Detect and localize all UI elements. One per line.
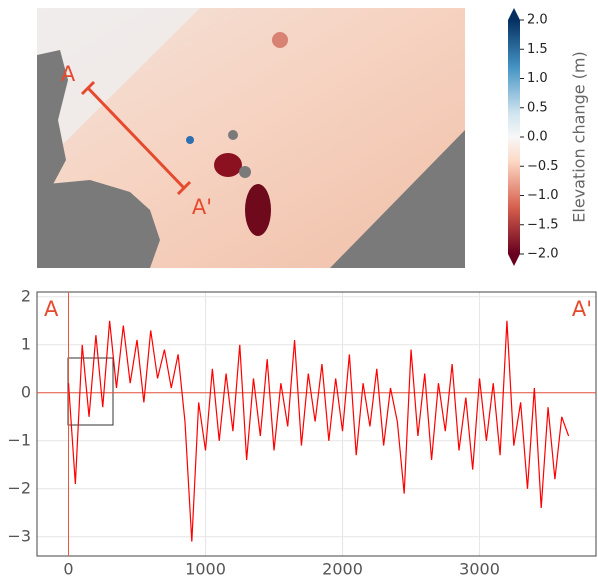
inset-box xyxy=(67,357,114,426)
colorbar-tick-label: −0.5 xyxy=(527,159,559,174)
y-tick-label: −3 xyxy=(7,526,31,545)
y-tick-label: 0 xyxy=(21,382,31,401)
x-tick-label: 1000 xyxy=(185,560,226,578)
colorbar-label: Elevation change (m) xyxy=(570,51,589,222)
plot-frame xyxy=(36,291,597,557)
plot-annotation: A' xyxy=(572,297,592,321)
x-tick-label: 3000 xyxy=(459,560,500,578)
colorbar-tick-label: 2.0 xyxy=(527,13,548,28)
colorbar-tick-label: −1.5 xyxy=(527,217,559,232)
y-tick-label: −1 xyxy=(7,430,31,449)
x-tick-label: 2000 xyxy=(322,560,363,578)
colorbar xyxy=(508,8,520,266)
y-tick-label: 2 xyxy=(21,286,31,305)
colorbar-tick-label: 1.0 xyxy=(527,71,548,86)
x-tick-label: 0 xyxy=(63,560,73,578)
y-tick-label: −2 xyxy=(7,478,31,497)
map-image xyxy=(37,8,465,268)
colorbar-tick-label: 0.0 xyxy=(527,130,548,145)
colorbar-tick-label: 1.5 xyxy=(527,42,548,57)
map-annotation: A' xyxy=(192,195,212,219)
y-tick-label: 1 xyxy=(21,334,31,353)
line-series xyxy=(67,320,570,542)
plot-annotation: A xyxy=(44,297,59,321)
colorbar-tick-label: −2.0 xyxy=(527,247,559,262)
map-annotation: A xyxy=(61,62,76,86)
colorbar-tick-label: −1.0 xyxy=(527,188,559,203)
colorbar-tick-label: 0.5 xyxy=(527,100,548,115)
